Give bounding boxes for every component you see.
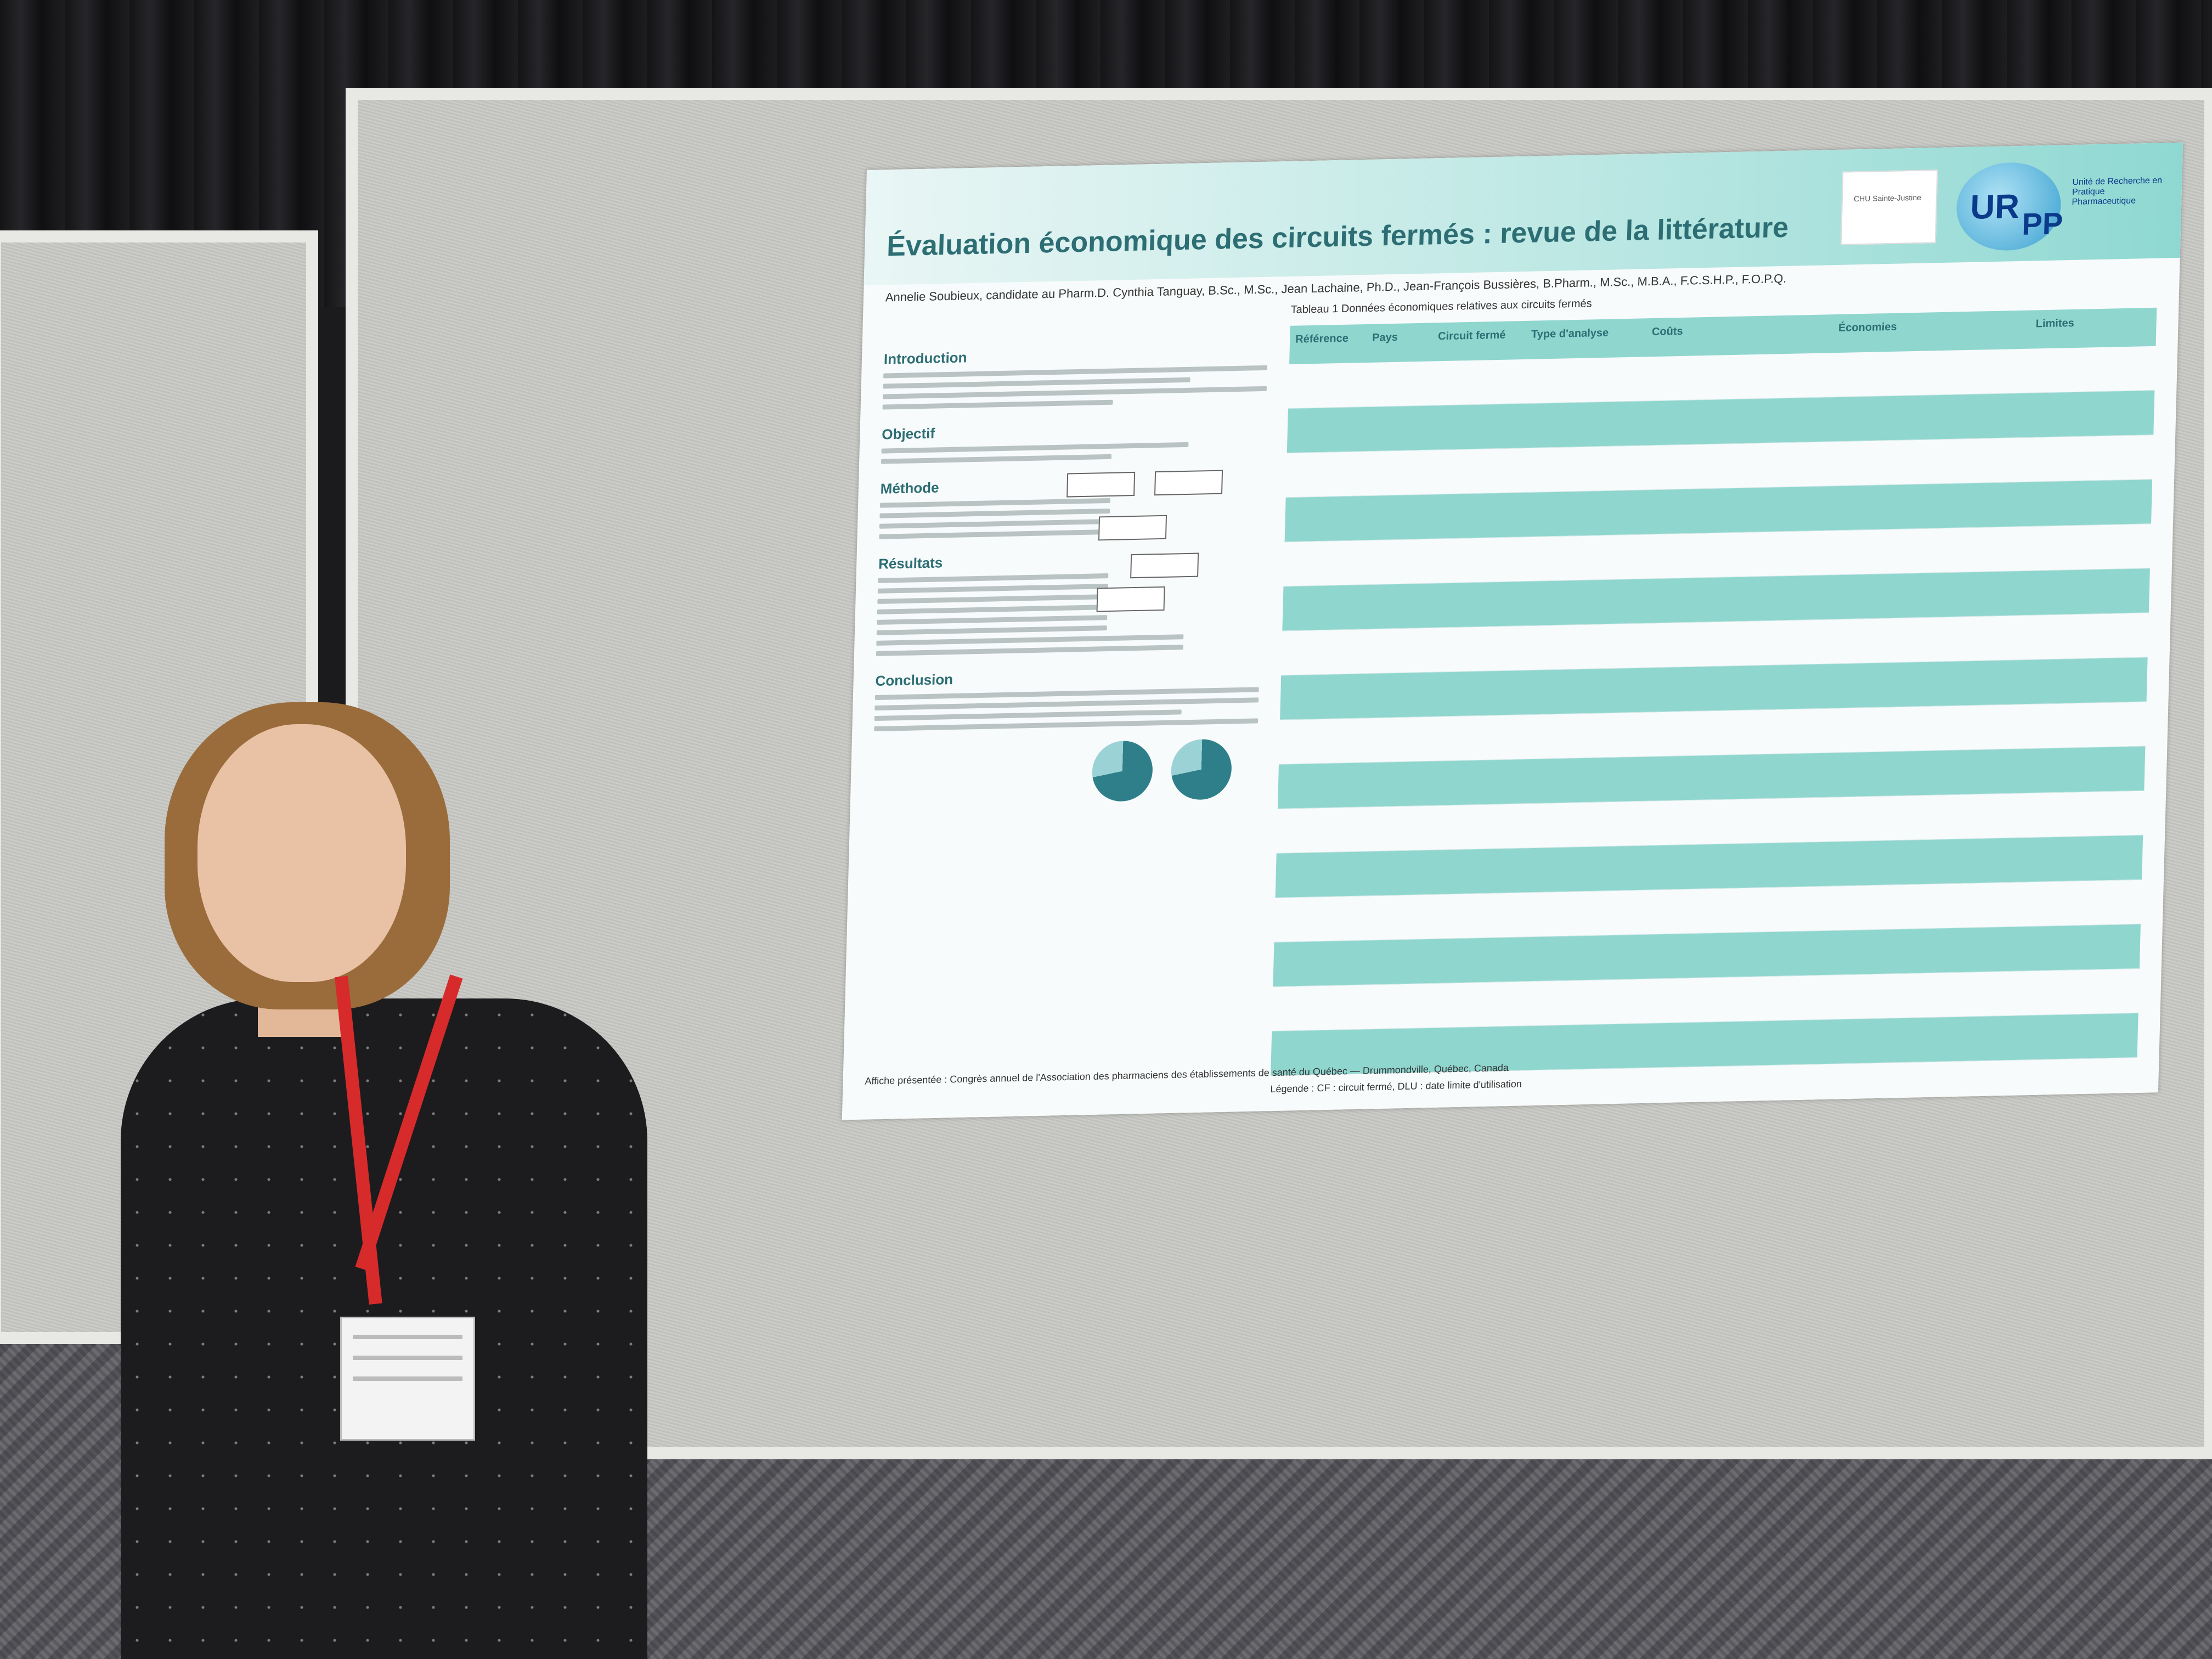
urpp-logo-text: Unité de Recherche en Pratique Pharmaceu… (2072, 176, 2163, 207)
presenter-dress (121, 998, 647, 1659)
col-pays: Pays (1372, 331, 1398, 344)
col-economies: Économies (1838, 320, 1897, 334)
pie-chart-b (1170, 738, 1233, 800)
results-table: Tableau 1 Données économiques relatives … (1270, 297, 2157, 1095)
urpp-logo-ur: UR (1970, 187, 2020, 227)
section-objectif: Objectif (881, 425, 935, 443)
col-reference: Référence (1295, 332, 1349, 346)
pie-figures (1091, 738, 1249, 805)
col-couts: Coûts (1651, 325, 1683, 338)
section-conclusion: Conclusion (875, 671, 953, 690)
col-limites: Limites (2035, 317, 2075, 330)
col-circuit: Circuit fermé (1437, 329, 1506, 343)
presenter-face (198, 724, 406, 982)
chu-logo: CHU Sainte-Justine (1840, 170, 1938, 245)
urpp-logo-pp: PP (2021, 206, 2064, 241)
section-introduction: Introduction (883, 349, 967, 368)
name-badge (340, 1317, 475, 1441)
research-poster: Évaluation économique des circuits fermé… (842, 142, 2183, 1120)
chu-logo-text: CHU Sainte-Justine (1853, 193, 1922, 204)
pie-chart-a (1091, 740, 1154, 802)
col-analyse: Type d'analyse (1531, 326, 1609, 341)
table-caption: Tableau 1 Données économiques relatives … (1290, 297, 1592, 316)
flowchart-figure (1063, 470, 1232, 638)
